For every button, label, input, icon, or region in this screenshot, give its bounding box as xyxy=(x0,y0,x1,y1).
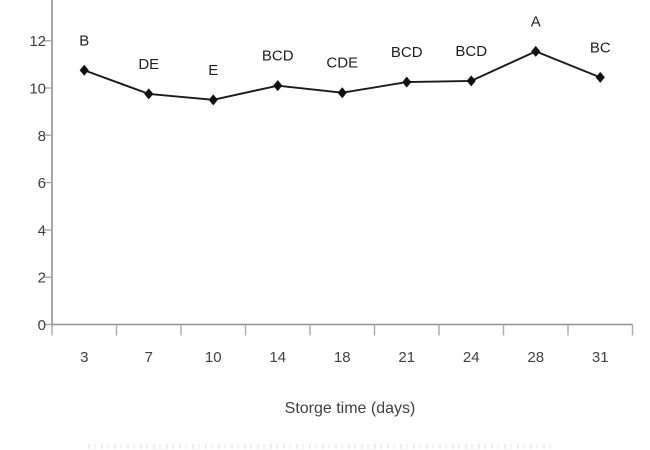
data-point-marker xyxy=(402,76,412,88)
y-tick-label: 0 xyxy=(38,317,46,334)
x-axis-title: Storge time (days) xyxy=(285,400,416,417)
y-tick-label: 12 xyxy=(29,33,46,50)
cropped-caption-remnant xyxy=(88,444,556,449)
data-point-letter-label: A xyxy=(531,13,541,30)
data-point-letter-label: DE xyxy=(138,56,159,73)
y-tick-label: 10 xyxy=(29,81,46,98)
data-point-letter-label: BCD xyxy=(455,43,487,60)
y-tick-label: 2 xyxy=(38,270,46,287)
data-point-marker xyxy=(79,64,89,76)
data-point-marker xyxy=(337,87,347,99)
x-tick-label: 24 xyxy=(463,349,480,366)
x-tick-label: 18 xyxy=(334,349,351,366)
data-point-marker xyxy=(273,80,283,92)
data-point-letter-label: BCD xyxy=(262,48,294,65)
x-tick-label: 21 xyxy=(398,349,415,366)
x-tick-label: 28 xyxy=(527,349,544,366)
x-tick-label: 7 xyxy=(145,349,153,366)
data-point-letter-label: E xyxy=(208,62,218,79)
data-point-letter-label: BC xyxy=(590,39,611,56)
data-point-letter-label: BCD xyxy=(391,44,423,61)
x-tick-label: 14 xyxy=(269,349,286,366)
data-point-marker xyxy=(466,75,476,87)
y-tick-label: 6 xyxy=(38,175,46,192)
data-point-marker xyxy=(208,94,218,106)
y-tick-label: 4 xyxy=(38,222,46,239)
data-point-marker xyxy=(531,45,541,57)
x-tick-label: 10 xyxy=(205,349,222,366)
data-point-marker xyxy=(595,71,605,83)
y-tick-label: 8 xyxy=(38,128,46,145)
data-point-marker xyxy=(144,88,154,100)
data-point-letter-label: B xyxy=(79,32,89,49)
x-tick-label: 31 xyxy=(592,349,609,366)
data-point-letter-label: CDE xyxy=(326,55,358,72)
x-tick-label: 3 xyxy=(80,349,88,366)
